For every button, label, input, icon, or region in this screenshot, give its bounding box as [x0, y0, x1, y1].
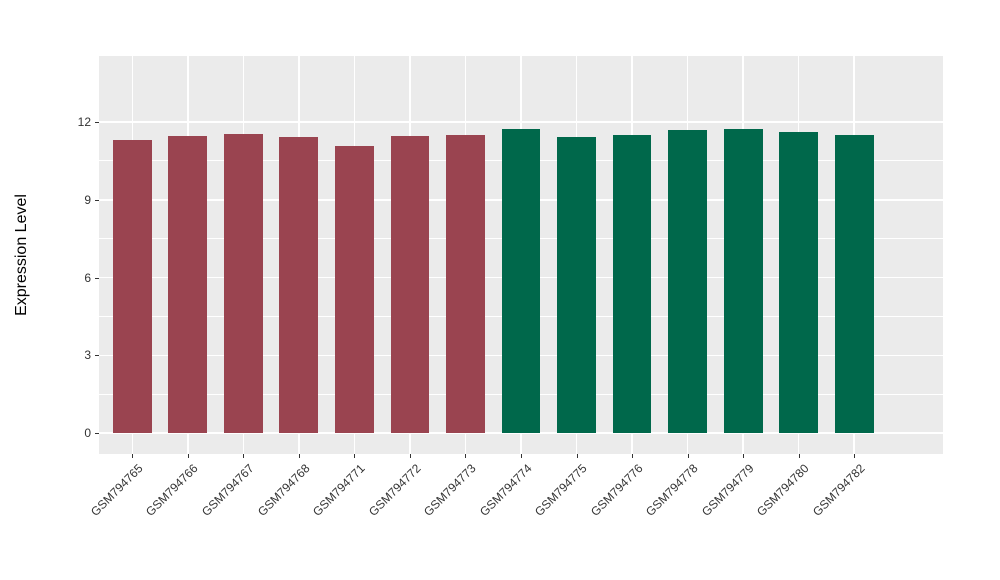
x-tick-label-GSM794782: GSM794782 — [809, 461, 868, 519]
y-tick-label-9: 9 — [84, 192, 91, 207]
bar-GSM794767 — [223, 134, 263, 433]
y-tick-mark-3 — [95, 355, 99, 357]
x-tick-label-GSM794766: GSM794766 — [143, 461, 202, 519]
bar-GSM794778 — [668, 129, 707, 433]
x-tick-label-GSM794774: GSM794774 — [476, 461, 535, 519]
x-tick-mark-GSM794774 — [521, 454, 522, 458]
x-tick-mark-GSM794767 — [243, 454, 245, 458]
x-tick-label-GSM794778: GSM794778 — [643, 461, 701, 519]
bar-GSM794775 — [557, 136, 596, 433]
x-tick-label-GSM794776: GSM794776 — [587, 461, 646, 519]
x-tick-mark-GSM794773 — [465, 454, 467, 458]
x-tick-mark-GSM794775 — [576, 454, 578, 458]
y-tick-mark-0 — [95, 433, 99, 434]
bar-GSM794774 — [501, 129, 541, 433]
x-tick-mark-GSM794768 — [298, 454, 300, 458]
x-tick-label-GSM794773: GSM794773 — [421, 461, 479, 519]
x-tick-mark-GSM794772 — [409, 454, 411, 458]
x-tick-mark-GSM794782 — [854, 454, 856, 458]
bar-GSM794772 — [390, 135, 430, 433]
plot-panel — [99, 56, 943, 454]
x-tick-label-GSM794775: GSM794775 — [532, 461, 590, 519]
x-tick-mark-GSM794778 — [687, 454, 689, 458]
y-axis-title-text: Expression Level — [13, 194, 30, 316]
bar-GSM794782 — [834, 134, 874, 433]
y-tick-mark-9 — [95, 199, 99, 201]
x-tick-label-GSM794767: GSM794767 — [199, 461, 257, 519]
x-tick-label-GSM794765: GSM794765 — [87, 461, 146, 519]
bar-GSM794765 — [112, 140, 152, 433]
bar-GSM794780 — [779, 131, 819, 433]
x-tick-label-GSM794768: GSM794768 — [254, 461, 313, 519]
x-tick-mark-GSM794776 — [632, 454, 634, 458]
bar-GSM794779 — [723, 129, 763, 433]
bar-GSM794776 — [612, 135, 652, 433]
x-tick-mark-GSM794779 — [743, 454, 745, 458]
x-tick-mark-GSM794780 — [798, 454, 800, 458]
x-tick-label-GSM794772: GSM794772 — [365, 461, 424, 519]
x-tick-mark-GSM794771 — [354, 454, 356, 458]
bar-GSM794768 — [279, 136, 319, 433]
y-tick-label-12: 12 — [77, 115, 91, 129]
x-tick-mark-GSM794765 — [132, 454, 134, 458]
y-tick-label-3: 3 — [84, 348, 91, 363]
y-tick-mark-12 — [95, 122, 99, 123]
y-tick-label-6: 6 — [84, 270, 91, 285]
bar-GSM794773 — [446, 134, 485, 433]
x-tick-label-GSM794780: GSM794780 — [754, 461, 812, 519]
y-tick-mark-6 — [95, 277, 99, 279]
bar-GSM794766 — [168, 135, 208, 433]
y-tick-label-0: 0 — [84, 426, 91, 440]
x-tick-label-GSM794779: GSM794779 — [698, 461, 757, 519]
x-tick-label-GSM794771: GSM794771 — [310, 461, 368, 519]
bar-GSM794771 — [334, 146, 374, 433]
x-tick-mark-GSM794766 — [187, 454, 189, 458]
